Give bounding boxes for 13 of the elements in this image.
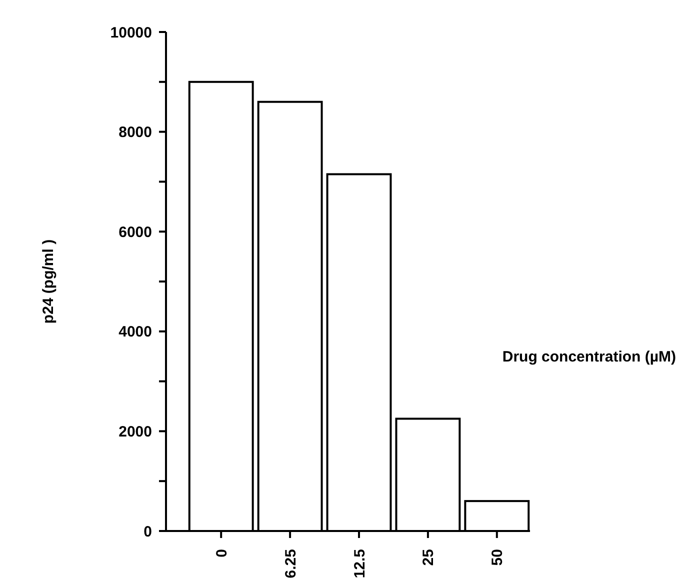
y-tick-label: 4000 [118,324,152,341]
y-axis-title: p24 (pg/ml ) [40,239,57,324]
y-tick-label: 2000 [118,423,152,440]
x-tick-label: 50 [489,549,506,566]
y-tick-label: 0 [144,523,152,540]
x-tick-label: 0 [213,549,230,558]
y-tick-label: 8000 [118,124,152,142]
x-tick-label: 25 [420,549,438,566]
x-tick-label: 6.25 [282,549,300,578]
x-axis-title: Drug concentration (µM) [502,348,676,366]
y-tick-label: 6000 [118,224,152,241]
y-tick-label: 10000 [110,24,152,42]
x-tick-label: 12.5 [351,549,368,578]
